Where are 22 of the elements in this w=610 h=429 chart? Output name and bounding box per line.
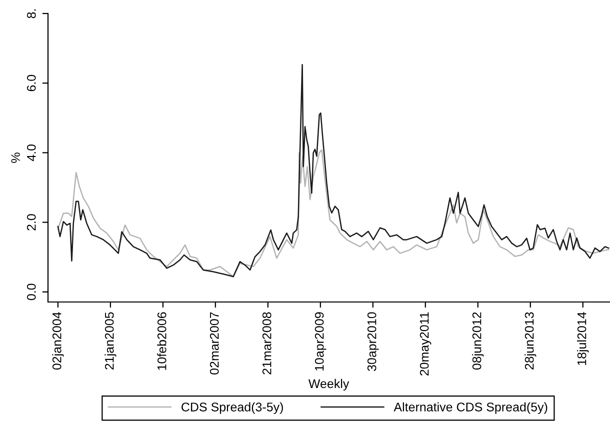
x-tick-label: 28jun2013 — [524, 312, 536, 370]
y-tick-label: 0.0 — [26, 284, 36, 300]
x-axis-title: Weekly — [308, 378, 350, 391]
y-tick-label: 8. — [26, 9, 36, 18]
y-axis-title: % — [11, 152, 20, 163]
y-tick-label: 6.0 — [26, 74, 36, 92]
x-tick-label: 20may2011 — [420, 312, 432, 376]
x-tick-label: 02jan2004 — [52, 312, 64, 370]
y-tick-label: 4.0 — [26, 144, 36, 162]
y-tick-label: 2.0 — [26, 214, 36, 230]
x-tick-label: 10apr2009 — [314, 312, 326, 371]
line-series — [57, 64, 610, 278]
x-tick-label: 30apr2010 — [367, 312, 379, 372]
legend-label: Alternative CDS Spread(5y) — [394, 402, 548, 414]
x-tick-label: 21mar2008 — [262, 312, 272, 374]
line-series — [57, 149, 610, 278]
x-tick-label: 21jan2005 — [104, 312, 116, 370]
legend-label: CDS Spread(3-5y) — [182, 402, 283, 414]
x-tick-label: 18jul2014 — [577, 312, 589, 365]
x-tick-label: 08jun2012 — [472, 312, 484, 370]
x-tick-label: 10feb2006 — [157, 312, 166, 370]
x-tick-label: 02mar2007 — [210, 312, 219, 374]
